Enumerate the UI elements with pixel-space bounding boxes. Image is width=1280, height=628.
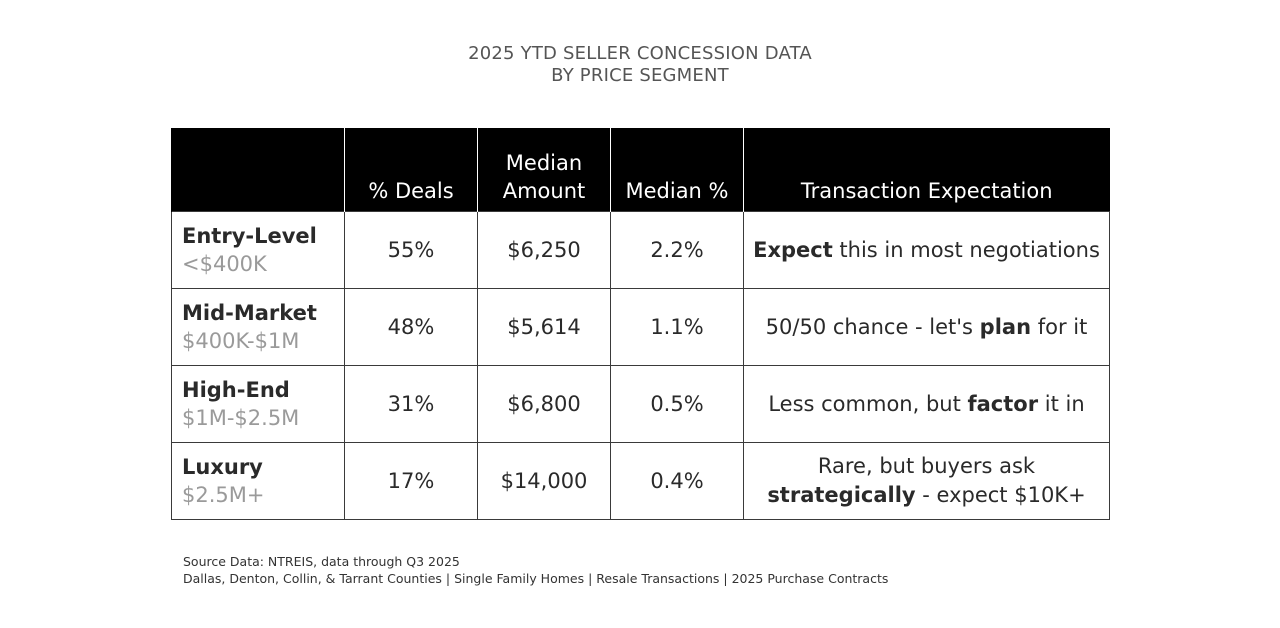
expectation-bold: factor xyxy=(967,391,1039,416)
expectation-pre: 50/50 chance - let's xyxy=(765,314,980,339)
expectation-line-1: Rare, but buyers ask xyxy=(817,454,1036,478)
expectation-bold: strategically xyxy=(767,483,916,507)
segment-name: Entry-Level xyxy=(182,224,317,248)
median-pct-cell: 2.2% xyxy=(610,211,744,289)
source-line-2: Dallas, Denton, Collin, & Tarrant Counti… xyxy=(183,571,889,586)
median-amount-cell: $5,614 xyxy=(477,288,611,366)
segment-range: $400K-$1M xyxy=(182,329,300,353)
header-median-pct: Median % xyxy=(610,128,744,212)
expectation-post: - expect $10K+ xyxy=(915,483,1086,507)
expectation-post: it in xyxy=(1038,391,1085,416)
pct-deals-cell: 17% xyxy=(344,442,478,520)
header-expectation: Transaction Expectation xyxy=(743,128,1110,212)
expectation-post: for it xyxy=(1031,314,1088,339)
median-pct-cell: 0.4% xyxy=(610,442,744,520)
segment-name: Luxury xyxy=(182,455,263,479)
expectation-bold: plan xyxy=(979,314,1032,339)
segment-name: Mid-Market xyxy=(182,301,317,325)
table-row: Luxury $2.5M+ 17% $14,000 0.4% Rare, but… xyxy=(171,442,1110,520)
expectation-bold: Expect xyxy=(753,237,833,262)
table-row: Entry-Level <$400K 55% $6,250 2.2% Expec… xyxy=(171,211,1110,289)
header-median-amount-line-2: Amount xyxy=(502,179,586,203)
segment-range: $2.5M+ xyxy=(182,483,265,507)
header-median-amount: Median Amount xyxy=(477,128,611,212)
expectation-cell: Rare, but buyers ask strategically - exp… xyxy=(743,442,1110,520)
pct-deals-cell: 48% xyxy=(344,288,478,366)
median-pct-cell: 1.1% xyxy=(610,288,744,366)
expectation-cell: Less common, but factor it in xyxy=(743,365,1110,443)
concession-table: % Deals Median Amount Median % Transacti… xyxy=(171,128,1110,520)
segment-cell: High-End $1M-$2.5M xyxy=(171,365,345,443)
segment-cell: Entry-Level <$400K xyxy=(171,211,345,289)
expectation-cell: Expect this in most negotiations xyxy=(743,211,1110,289)
chart-title: 2025 YTD SELLER CONCESSION DATA BY PRICE… xyxy=(0,43,1280,87)
chart-title-line-2: BY PRICE SEGMENT xyxy=(551,65,729,86)
table-row: Mid-Market $400K-$1M 48% $5,614 1.1% 50/… xyxy=(171,288,1110,366)
table-row: High-End $1M-$2.5M 31% $6,800 0.5% Less … xyxy=(171,365,1110,443)
source-line-1: Source Data: NTREIS, data through Q3 202… xyxy=(183,554,460,569)
expectation-pre: Less common, but xyxy=(768,391,968,416)
segment-range: <$400K xyxy=(182,252,267,276)
expectation-cell: 50/50 chance - let's plan for it xyxy=(743,288,1110,366)
pct-deals-cell: 55% xyxy=(344,211,478,289)
segment-range: $1M-$2.5M xyxy=(182,406,300,430)
median-amount-cell: $6,250 xyxy=(477,211,611,289)
median-pct-cell: 0.5% xyxy=(610,365,744,443)
expectation-post: this in most negotiations xyxy=(832,237,1100,262)
segment-cell: Mid-Market $400K-$1M xyxy=(171,288,345,366)
median-amount-cell: $14,000 xyxy=(477,442,611,520)
header-pct-deals: % Deals xyxy=(344,128,478,212)
header-median-amount-line-1: Median xyxy=(505,151,583,175)
header-segment xyxy=(171,128,345,212)
segment-cell: Luxury $2.5M+ xyxy=(171,442,345,520)
source-note: Source Data: NTREIS, data through Q3 202… xyxy=(183,553,888,587)
segment-name: High-End xyxy=(182,378,290,402)
pct-deals-cell: 31% xyxy=(344,365,478,443)
median-amount-cell: $6,800 xyxy=(477,365,611,443)
chart-title-line-1: 2025 YTD SELLER CONCESSION DATA xyxy=(468,43,812,64)
table-header-row: % Deals Median Amount Median % Transacti… xyxy=(171,128,1110,212)
